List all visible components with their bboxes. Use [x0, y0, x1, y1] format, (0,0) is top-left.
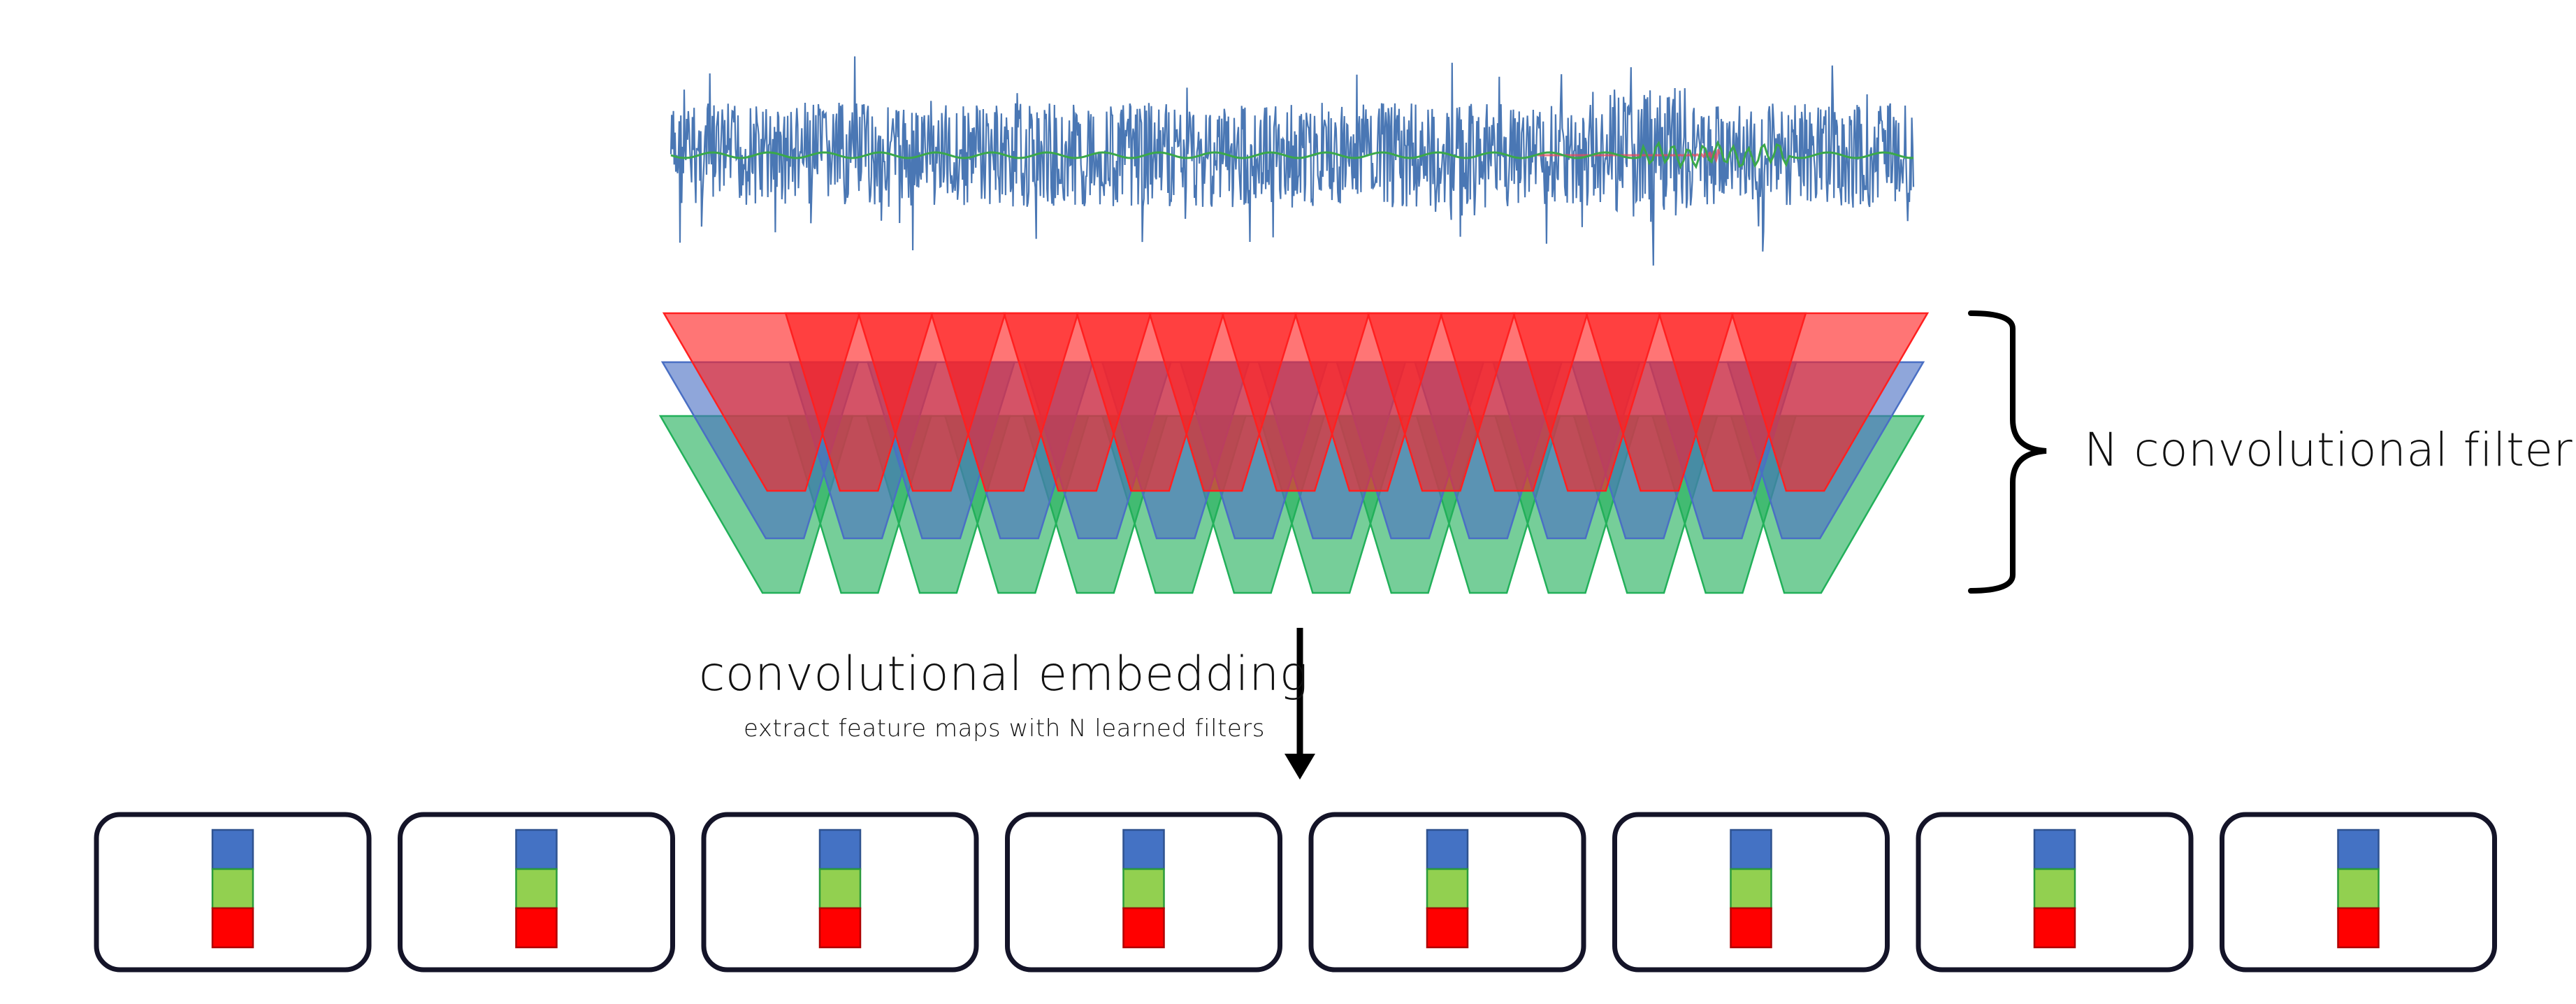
feature-cell-green: [2338, 869, 2379, 908]
feature-cell-red: [2338, 908, 2379, 947]
embedding-vector-4: [1008, 815, 1280, 970]
raw-signal-waveform: [671, 57, 1913, 266]
feature-cell-blue: [820, 830, 860, 869]
feature-cell-green: [1731, 869, 1772, 908]
feature-cell-red: [212, 908, 253, 947]
embedding-vector-3: [704, 815, 976, 970]
embedding-vector-1: [96, 815, 369, 970]
embedding-vector-8: [2222, 815, 2495, 970]
right-curly-brace: [1971, 313, 2046, 591]
embedding-title: convolutional embedding: [699, 647, 1308, 702]
feature-cell-green: [2034, 869, 2075, 908]
feature-cell-red: [1731, 908, 1772, 947]
feature-cell-blue: [212, 830, 253, 869]
feature-cell-green: [516, 869, 557, 908]
embedding-subtitle: extract feature maps with N learned filt…: [744, 715, 1265, 743]
feature-cell-green: [212, 869, 253, 908]
feature-cell-red: [1124, 908, 1164, 947]
feature-cell-red: [820, 908, 860, 947]
feature-cell-green: [820, 869, 860, 908]
embedding-vector-6: [1615, 815, 1888, 970]
feature-cell-blue: [2034, 830, 2075, 869]
feature-cell-blue: [1124, 830, 1164, 869]
feature-cell-blue: [516, 830, 557, 869]
feature-cell-green: [1124, 869, 1164, 908]
convolutional-filters: [660, 313, 1927, 593]
feature-cell-green: [1427, 869, 1468, 908]
embedding-vector-7: [1918, 815, 2191, 970]
filters-label: N convolutional filters: [2084, 423, 2576, 477]
embedding-vector-5: [1311, 815, 1584, 970]
feature-cell-blue: [1731, 830, 1772, 869]
feature-cell-red: [516, 908, 557, 947]
feature-cell-red: [1427, 908, 1468, 947]
embedding-vector-2: [400, 815, 673, 970]
feature-cell-blue: [2338, 830, 2379, 869]
filter-layer-red: [664, 313, 1927, 491]
feature-cell-red: [2034, 908, 2075, 947]
embedding-vector-row: [96, 815, 2495, 970]
feature-cell-blue: [1427, 830, 1468, 869]
